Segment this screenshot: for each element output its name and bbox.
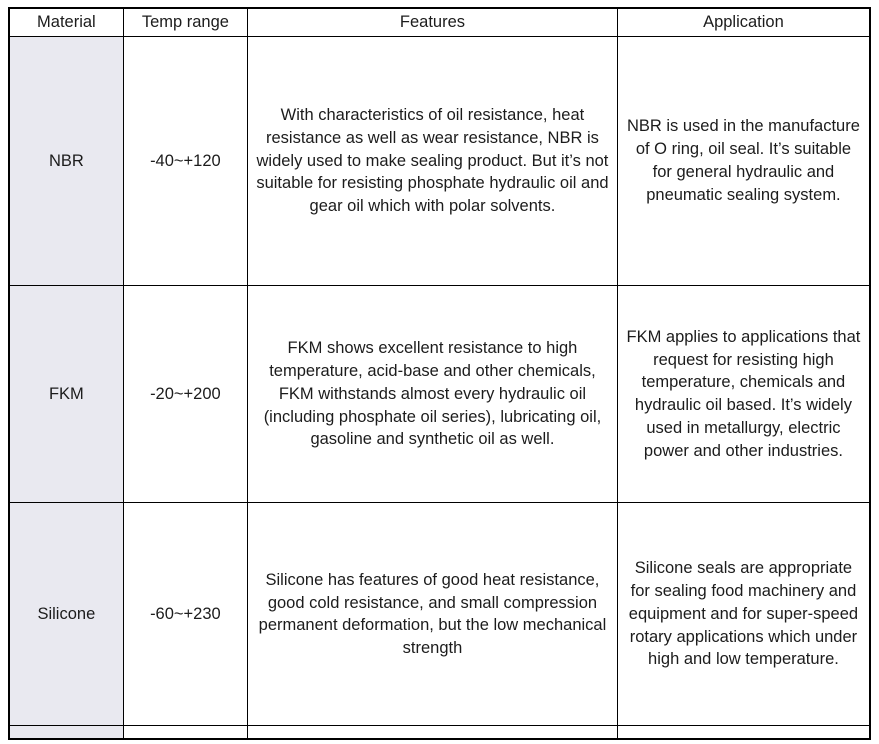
table-row-fkm: FKM -20~+200 FKM shows excellent resista… xyxy=(8,285,871,504)
header-application: Application xyxy=(616,7,871,37)
table-row-silicone: Silicone -60~+230 Silicone has features … xyxy=(8,502,871,727)
temp-range-cell-fkm: -20~+200 xyxy=(122,285,249,504)
features-cell-nbr: With characteristics of oil resistance, … xyxy=(247,35,618,287)
header-temp-range: Temp range xyxy=(122,7,249,37)
material-cell-fkm: FKM xyxy=(8,285,124,504)
material-spec-table: Material Temp range Features Application… xyxy=(8,7,871,740)
temp-range-cell-silicone: -60~+230 xyxy=(122,502,249,727)
application-cell-fkm: FKM applies to applications that request… xyxy=(616,285,871,504)
footer-cell-temp xyxy=(122,725,249,740)
table-header-row: Material Temp range Features Application xyxy=(8,7,871,37)
application-cell-nbr: NBR is used in the manufacture of O ring… xyxy=(616,35,871,287)
header-features: Features xyxy=(247,7,618,37)
table-row-nbr: NBR -40~+120 With characteristics of oil… xyxy=(8,35,871,287)
material-cell-nbr: NBR xyxy=(8,35,124,287)
features-cell-silicone: Silicone has features of good heat resis… xyxy=(247,502,618,727)
footer-cell-features xyxy=(247,725,618,740)
material-cell-silicone: Silicone xyxy=(8,502,124,727)
temp-range-cell-nbr: -40~+120 xyxy=(122,35,249,287)
table-footer-row xyxy=(8,725,871,740)
features-cell-fkm: FKM shows excellent resistance to high t… xyxy=(247,285,618,504)
application-cell-silicone: Silicone seals are appropriate for seali… xyxy=(616,502,871,727)
header-material: Material xyxy=(8,7,124,37)
footer-cell-application xyxy=(616,725,871,740)
footer-cell-material xyxy=(8,725,124,740)
